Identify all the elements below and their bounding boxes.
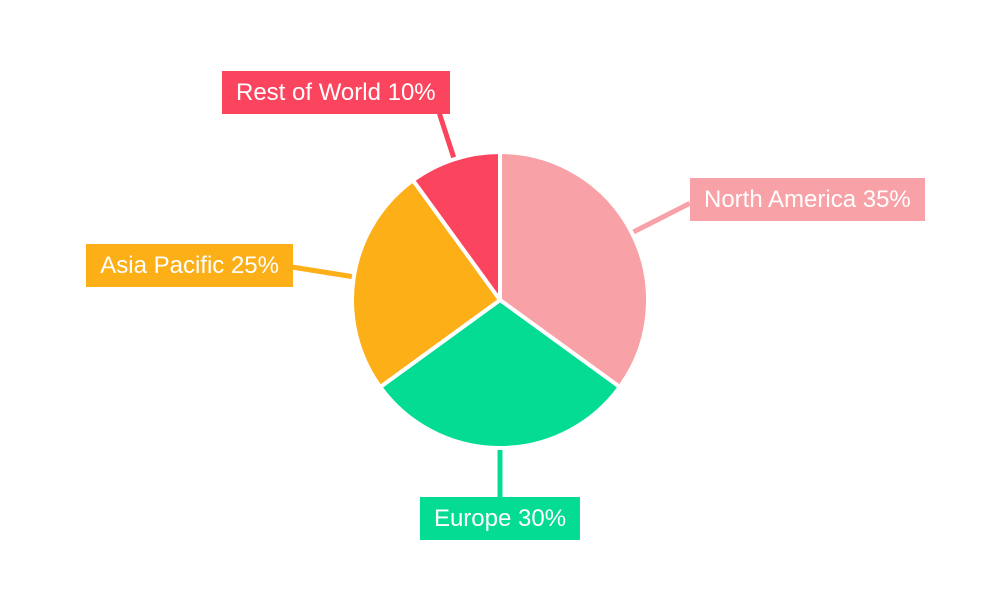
pie-slice-europe[interactable] <box>378 298 622 450</box>
leader-lines <box>292 112 691 497</box>
leader-line-asia-pacific <box>292 264 359 280</box>
callout-label-asia-pacific: Asia Pacific 25% <box>86 244 293 287</box>
pie-slice-asia-pacific[interactable] <box>350 178 502 389</box>
callout-label-north-america: North America 35% <box>690 178 925 221</box>
pie-slice-rest-of-world[interactable] <box>411 150 502 302</box>
callout-label-europe: Europe 30% <box>419 497 581 540</box>
pie-slice-north-america[interactable] <box>498 150 650 389</box>
leader-line-rest-of-world <box>437 112 458 164</box>
pie-slices <box>350 150 650 450</box>
leader-line-north-america <box>627 201 691 237</box>
callout-label-rest-of-world: Rest of World 10% <box>222 71 450 114</box>
